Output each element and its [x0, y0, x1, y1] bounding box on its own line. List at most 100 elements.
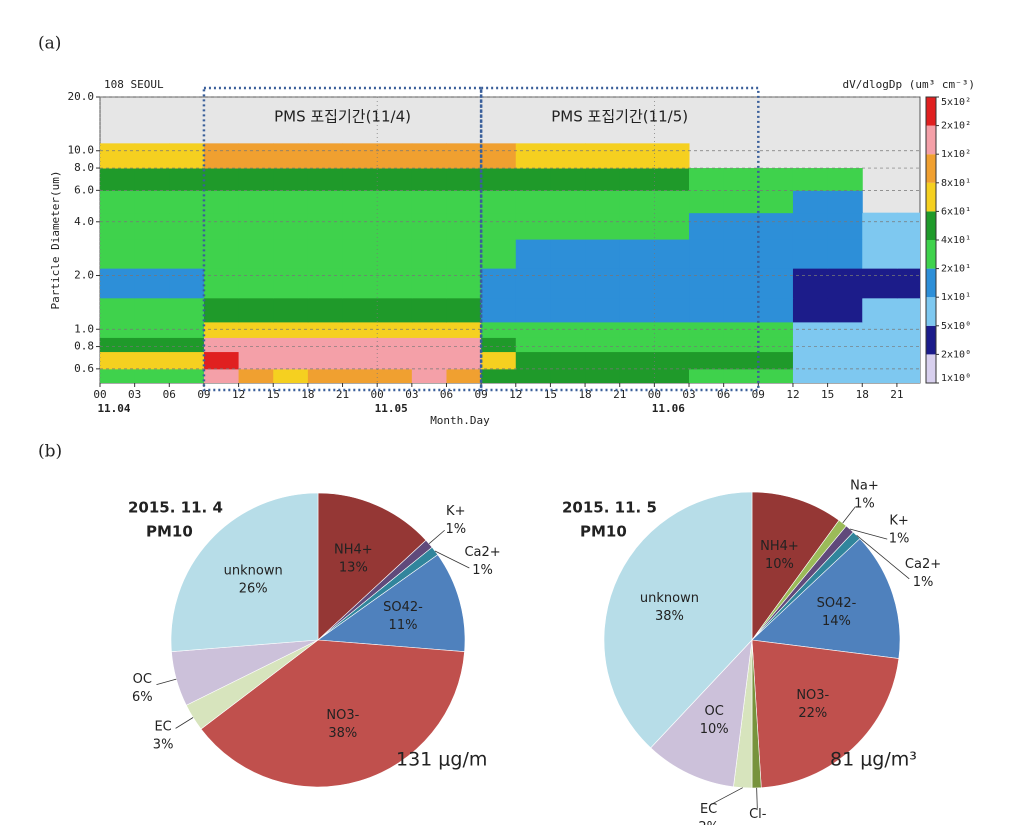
slice-label: Ca2+ — [464, 545, 500, 560]
heatmap-cell — [723, 368, 759, 383]
heatmap-cell — [654, 212, 690, 240]
heatmap-cell — [377, 239, 413, 269]
heatmap-cell — [238, 168, 274, 191]
colorbar-segment — [926, 211, 936, 240]
colorbar-label: 5x10² — [941, 97, 971, 108]
heatmap-cell — [827, 268, 863, 299]
heatmap-cell — [862, 351, 898, 370]
heatmap-cell — [515, 239, 551, 269]
heatmap-cell — [827, 297, 863, 323]
heatmap-cell — [654, 337, 690, 353]
heatmap-cell — [654, 351, 690, 370]
slice-percent: 14% — [822, 614, 851, 629]
heatmap-cell — [238, 351, 274, 370]
heatmap-cell — [169, 321, 205, 338]
slice-label: Ca2+ — [905, 557, 941, 572]
leader-line — [175, 717, 194, 729]
heatmap-cell — [342, 212, 378, 240]
x-tick-label: 06 — [717, 388, 730, 401]
heatmap-cell — [169, 239, 205, 269]
heatmap-cell — [585, 143, 621, 169]
heatmap-cell — [550, 212, 586, 240]
heatmap-cell — [100, 368, 136, 383]
heatmap-cell — [411, 321, 447, 338]
heatmap-cell — [446, 168, 482, 191]
heatmap-cell — [134, 351, 170, 370]
heatmap-cell — [862, 321, 898, 338]
heatmap-cell — [550, 239, 586, 269]
heatmap-cell — [758, 297, 794, 323]
heatmap-cell — [446, 190, 482, 214]
heatmap-cell — [689, 190, 725, 214]
heatmap-cell — [827, 337, 863, 353]
pie-slice — [603, 491, 753, 749]
slice-percent: 1% — [854, 496, 875, 511]
heatmap-cell — [723, 337, 759, 353]
slice-percent: 10% — [700, 722, 729, 737]
heatmap-cell — [550, 143, 586, 169]
heatmap-cell — [481, 337, 517, 353]
heatmap-cell — [758, 190, 794, 214]
heatmap-cell — [377, 168, 413, 191]
heatmap-cell — [342, 168, 378, 191]
heatmap-cell — [273, 239, 309, 269]
heatmap-cell — [862, 268, 898, 299]
heatmap-cell — [585, 351, 621, 370]
colorbar-label: 4x10¹ — [941, 235, 971, 246]
heatmap-cell — [169, 268, 205, 299]
heatmap-cell — [203, 351, 240, 370]
heatmap-cell — [585, 297, 621, 323]
heatmap-cell — [619, 143, 655, 169]
heatmap-cell — [203, 268, 240, 299]
leader-line — [428, 529, 445, 545]
heatmap-cell — [689, 351, 725, 370]
heatmap-cell — [723, 212, 759, 240]
heatmap-cell — [411, 368, 447, 383]
heatmap-cell — [377, 337, 413, 353]
heatmap-cell — [203, 190, 240, 214]
pie-slice — [751, 639, 900, 789]
heatmap-cell — [342, 143, 378, 169]
x-tick-label: 18 — [856, 388, 869, 401]
heatmap-cell — [273, 351, 309, 370]
heatmap-cell — [203, 212, 240, 240]
heatmap-cell — [758, 368, 794, 383]
heatmap-cell — [515, 168, 551, 191]
x-tick-label: 03 — [128, 388, 141, 401]
pie-subtitle: PM10 — [146, 523, 193, 541]
heatmap-cell — [758, 239, 794, 269]
colorbar-segment — [926, 268, 936, 298]
heatmap-cell — [446, 268, 482, 299]
heatmap-cell — [411, 337, 447, 353]
heatmap-cell — [619, 212, 655, 240]
heatmap-cell — [896, 212, 920, 240]
heatmap-cell — [862, 212, 898, 240]
heatmap-cell — [134, 212, 170, 240]
heatmap-cell — [481, 268, 517, 299]
heatmap-cell — [134, 337, 170, 353]
slice-label: unknown — [224, 564, 283, 579]
heatmap-cell — [585, 337, 621, 353]
heatmap-cell — [481, 168, 517, 191]
slice-label: K+ — [446, 504, 465, 519]
total-mass: 131 μg/m — [396, 749, 487, 771]
heatmap-cell — [619, 168, 655, 191]
heatmap-cell — [273, 190, 309, 214]
heatmap-cell — [411, 190, 447, 214]
heatmap-cell — [515, 337, 551, 353]
x-tick-label: 03 — [682, 388, 695, 401]
heatmap-cell — [758, 212, 794, 240]
heatmap-cell — [689, 321, 725, 338]
heatmap-cell — [169, 212, 205, 240]
heatmap-cell — [550, 190, 586, 214]
heatmap-cell — [585, 268, 621, 299]
heatmap-cell — [169, 368, 205, 383]
heatmap-cell — [134, 239, 170, 269]
heatmap-cell — [481, 368, 517, 383]
heatmap-cell — [896, 239, 920, 269]
heatmap-cell — [896, 268, 920, 299]
slice-percent: 11% — [389, 618, 418, 633]
heatmap-cell — [792, 268, 829, 299]
heatmap-cell — [619, 368, 655, 383]
heatmap-cell — [273, 368, 309, 383]
